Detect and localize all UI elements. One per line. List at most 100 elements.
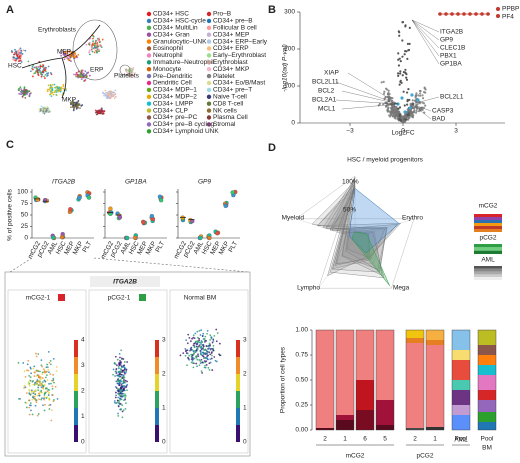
legend-swatch [146,115,152,120]
cell [49,363,52,366]
gene-point [383,90,386,93]
sample-dot [86,195,92,200]
colorbar [155,374,159,391]
cell [123,371,125,373]
cell [186,352,189,355]
bar-segment [478,422,496,430]
legend-swatch [206,80,212,86]
umap-cell [80,71,83,73]
colorbar [236,425,240,442]
umap-cell [37,73,39,75]
cell [126,380,128,383]
legend-entry: Pre–Dendritic [153,73,193,80]
umap-cell [71,103,74,106]
cell [24,386,27,389]
umap-cell [31,75,34,78]
cell [192,366,195,369]
cell [216,332,219,334]
umap-cell [21,53,24,55]
legend-swatch [474,214,502,217]
cell [41,373,44,376]
legend-entry: CD34+ pre–T [213,87,252,94]
sample-dot [149,213,155,219]
umap-cell [90,46,93,49]
cell [23,370,26,373]
cluster-label: MEP [57,49,71,56]
colorbar-tick: 4 [81,337,85,344]
umap-cell [49,93,51,96]
y-tick-label: 0.00 [295,427,308,434]
cell [117,396,120,399]
legend-entry: CD34+ MDP–1 [153,87,197,94]
x-axis-title: Log2FC [391,130,414,137]
cell [48,371,50,374]
cell [212,347,215,350]
umap-cell [18,48,21,51]
legend-swatch [206,108,212,113]
radar-profile [329,184,385,279]
gene-point [395,108,398,111]
colorbar [74,357,78,374]
gene-point [415,103,418,106]
cell [121,386,124,389]
cell [46,363,49,366]
cell [205,360,208,363]
cell [124,397,127,399]
cell [28,406,31,409]
cell [184,354,187,357]
cell [209,334,212,337]
gene-point [398,83,401,86]
cell [38,394,41,397]
bar-segment [426,427,444,430]
cell [124,408,127,410]
umap-cell [39,65,42,68]
umap-cell [92,47,95,50]
cell [213,334,216,337]
umap-cell [92,40,94,43]
gene-point [401,20,405,24]
x-tick-label: Pool [480,436,494,443]
leader [411,19,440,65]
legend-swatch [474,247,502,251]
gene-point [405,78,409,81]
gene-point [389,107,392,110]
cell [124,379,127,382]
legend-swatch [206,25,212,30]
colorbar [236,374,240,391]
umap-cell [24,92,27,95]
umap-cell [32,68,34,71]
gene-point [405,91,409,94]
cell [119,408,121,411]
umap-cell [78,74,81,77]
cell [121,395,124,398]
umap-cell [128,73,131,75]
cell [125,369,128,371]
gene-title: GP1BA [125,179,147,186]
cell [39,378,42,381]
gene-point [414,111,418,114]
legend-swatch [474,244,502,248]
umap-cell [114,89,117,92]
bar-segment [426,330,444,340]
label: A [6,4,14,16]
umap-cell [62,51,65,54]
umap-cell [111,91,114,94]
umap-cell [51,91,54,94]
gene-point [408,42,411,45]
cell [201,335,204,337]
cell [37,384,40,387]
radar-profile [348,187,400,254]
cell [198,339,201,342]
cell [53,381,55,384]
group-label: mCG2 [346,453,365,460]
legend-swatch [206,101,212,106]
cell [207,351,210,353]
cell [37,353,40,355]
cell [43,394,46,396]
cell [201,354,204,357]
gene-point [403,112,407,116]
sample-dot [124,235,130,241]
cell [198,364,201,367]
cell [191,359,194,362]
cell [51,387,54,390]
